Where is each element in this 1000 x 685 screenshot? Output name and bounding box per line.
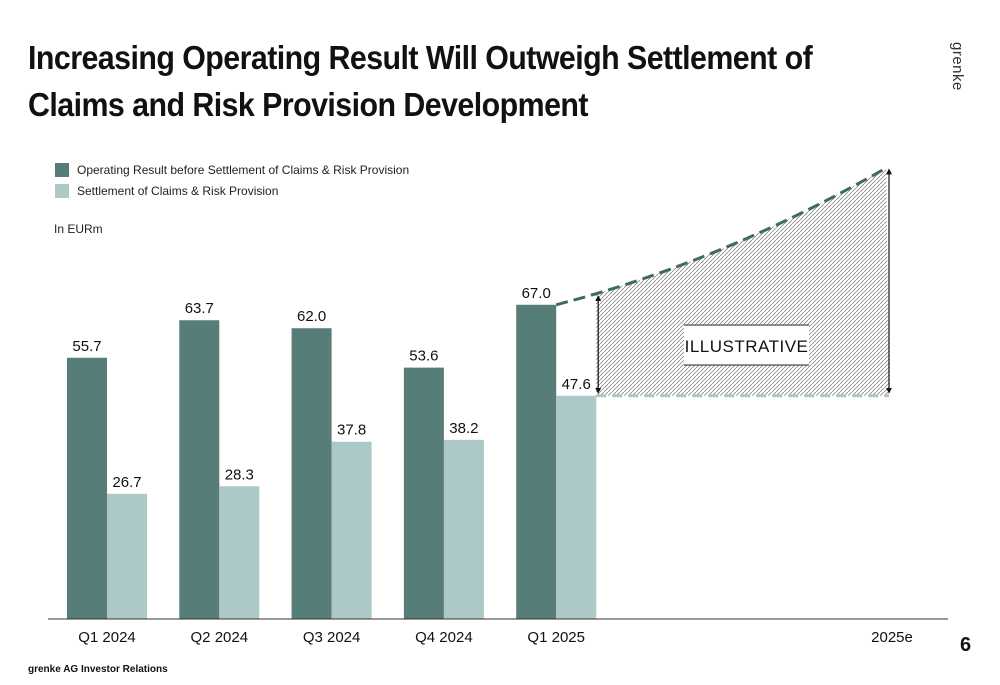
x-tick-label: Q1 2024 bbox=[78, 629, 136, 646]
legend-swatch-operating bbox=[55, 163, 69, 177]
page-title: Increasing Operating Result Will Outweig… bbox=[28, 39, 813, 123]
bar-settlement bbox=[556, 395, 597, 619]
projection-hatched-area bbox=[596, 168, 889, 396]
footer-source: grenke AG Investor Relations bbox=[28, 664, 168, 675]
bar-settlement bbox=[107, 493, 147, 619]
unit-label: In EURm bbox=[54, 222, 103, 236]
x-tick-label: Q1 2025 bbox=[527, 629, 585, 646]
data-label-settlement: 28.3 bbox=[225, 466, 254, 483]
bar-operating bbox=[291, 328, 332, 619]
legend-item-operating: Operating Result before Settlement of Cl… bbox=[55, 160, 409, 180]
chart-legend: Operating Result before Settlement of Cl… bbox=[55, 160, 409, 202]
data-label-settlement: 37.8 bbox=[337, 422, 366, 439]
legend-item-settlement: Settlement of Claims & Risk Provision bbox=[55, 181, 409, 201]
illustrative-label: ILLUSTRATIVE bbox=[685, 337, 809, 356]
data-label-operating: 53.6 bbox=[409, 348, 438, 365]
legend-swatch-settlement bbox=[55, 184, 69, 198]
x-tick-label: Q3 2024 bbox=[303, 629, 361, 646]
legend-label-settlement: Settlement of Claims & Risk Provision bbox=[77, 184, 279, 198]
bar-settlement bbox=[219, 486, 260, 619]
legend-label-operating: Operating Result before Settlement of Cl… bbox=[77, 163, 410, 177]
bar-operating bbox=[67, 357, 107, 619]
bar-settlement bbox=[331, 441, 372, 619]
page-number: 6 bbox=[960, 634, 972, 656]
data-label-operating: 55.7 bbox=[72, 338, 101, 355]
bar-settlement bbox=[443, 439, 484, 619]
illustrative-box bbox=[684, 325, 809, 365]
x-tick-label: Q2 2024 bbox=[191, 629, 249, 646]
data-label-operating: 62.0 bbox=[297, 308, 326, 325]
x-tick-label: Q4 2024 bbox=[415, 629, 473, 646]
data-label-settlement: 26.7 bbox=[112, 474, 141, 491]
projection-operating-line bbox=[555, 166, 887, 307]
data-label-operating: 63.7 bbox=[185, 300, 214, 317]
bar-operating bbox=[403, 367, 444, 619]
data-label-settlement: 47.6 bbox=[562, 376, 591, 393]
data-label-settlement: 38.2 bbox=[449, 420, 478, 437]
bar-operating bbox=[516, 304, 557, 619]
x-tick-label-2025e: 2025e bbox=[871, 629, 913, 646]
bar-operating bbox=[179, 320, 220, 619]
data-label-operating: 67.0 bbox=[522, 285, 551, 302]
